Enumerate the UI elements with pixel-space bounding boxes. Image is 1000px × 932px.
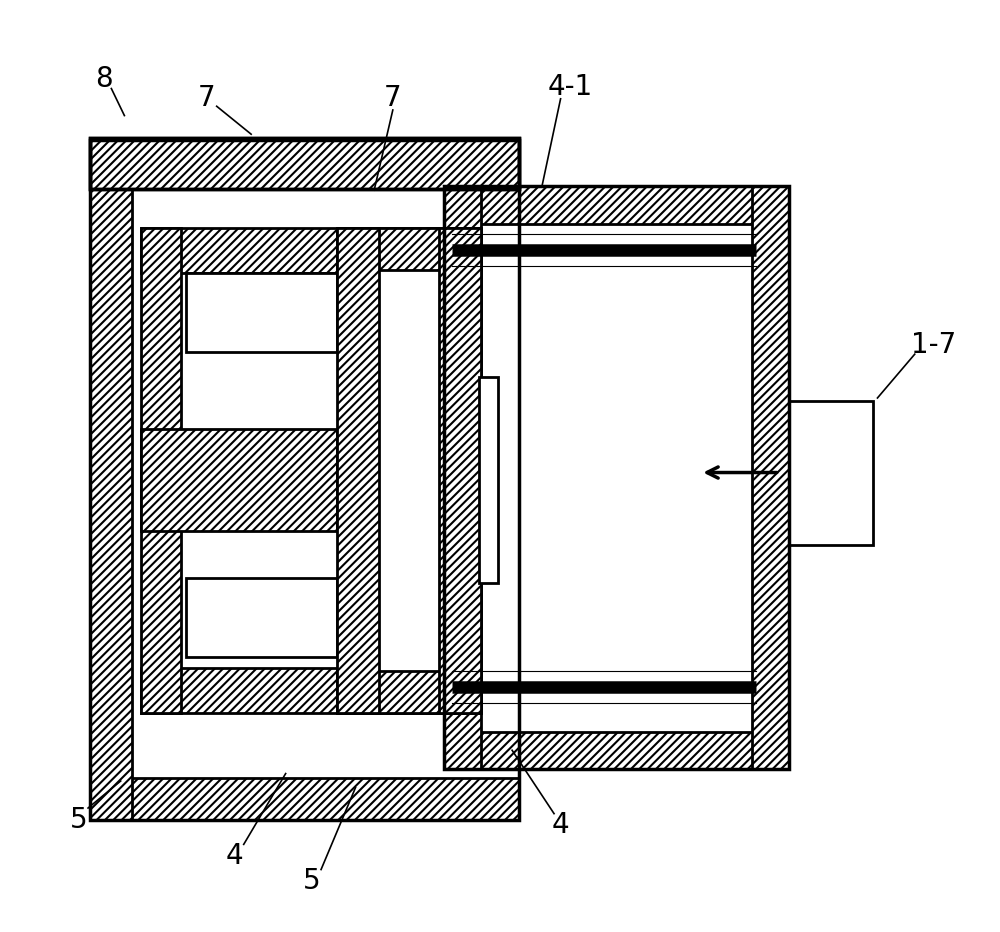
Text: 8: 8 — [95, 65, 113, 93]
Bar — [444, 186, 481, 769]
Bar — [141, 228, 181, 713]
Bar — [90, 778, 519, 820]
Text: 4: 4 — [226, 842, 243, 870]
Bar — [752, 186, 789, 769]
Bar — [90, 138, 519, 189]
Text: 4-1: 4-1 — [547, 73, 593, 101]
Bar — [90, 140, 519, 820]
Bar — [481, 224, 752, 732]
Bar — [141, 429, 337, 531]
Bar — [789, 401, 873, 545]
Bar — [186, 273, 337, 352]
Bar — [186, 273, 337, 352]
Bar — [379, 270, 439, 671]
Bar — [439, 228, 481, 713]
Bar — [141, 228, 472, 273]
Bar — [186, 578, 337, 657]
Bar — [90, 138, 519, 189]
Bar — [337, 671, 481, 713]
Bar — [186, 578, 337, 657]
Text: 7: 7 — [198, 84, 215, 112]
Bar — [444, 732, 789, 769]
Text: 4: 4 — [552, 811, 569, 839]
Bar — [337, 228, 481, 270]
Bar — [444, 186, 789, 769]
Text: 1-7: 1-7 — [911, 331, 956, 359]
Bar — [141, 668, 472, 713]
Bar — [132, 140, 519, 778]
Text: 7: 7 — [384, 84, 402, 112]
Bar — [444, 186, 789, 224]
Bar — [181, 273, 427, 668]
Bar — [427, 228, 472, 713]
Bar — [337, 228, 379, 713]
Text: 5: 5 — [303, 867, 321, 895]
Bar — [479, 377, 498, 582]
Text: 5: 5 — [70, 806, 88, 834]
Bar — [90, 140, 132, 820]
